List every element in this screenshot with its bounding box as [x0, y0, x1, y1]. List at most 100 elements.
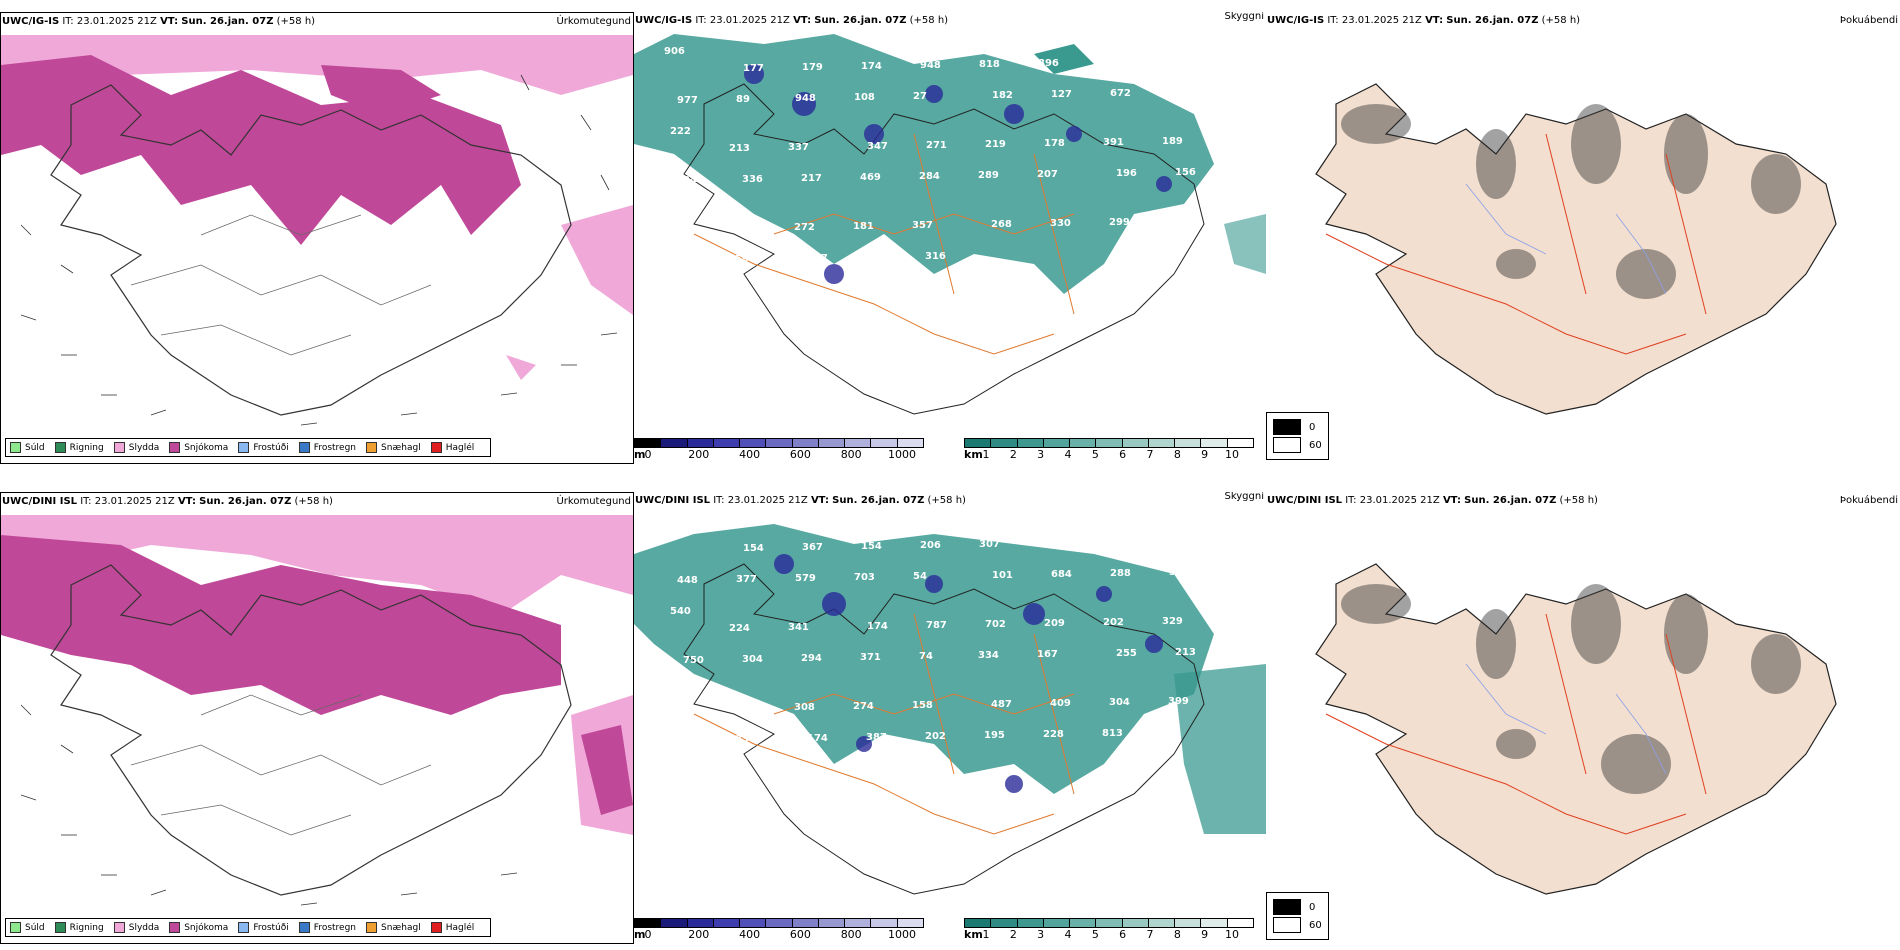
colorbar-segment — [740, 918, 767, 928]
cloudbase-patches — [774, 554, 1163, 793]
colorbar-segment — [1148, 438, 1176, 448]
sleet-area — [1, 515, 633, 615]
panel-header: UWC/IG-IS IT: 23.01.2025 21Z VT: Sun. 26… — [1267, 15, 1581, 26]
visibility-value-label: 294 — [801, 653, 822, 664]
visibility-value-label: 174 — [807, 733, 828, 744]
land-fill — [1315, 83, 1837, 415]
colorbar-tick: 200 — [688, 448, 710, 461]
colorbar-tick: 8 — [1173, 928, 1181, 941]
roads — [1325, 613, 1707, 835]
colorbar-tick: 1 — [982, 448, 990, 461]
panel-title-precip: Úrkomutegund — [556, 16, 631, 27]
colorbar-tick: 6 — [1119, 448, 1127, 461]
panel-title-visibility: Skyggni — [1224, 492, 1264, 502]
legend-item: Frostregn — [298, 442, 356, 453]
colorbar-tick: 1000 — [888, 928, 916, 941]
visibility-value-label: 352 — [1176, 536, 1197, 547]
visibility-value-label: 202 — [1103, 617, 1124, 628]
visibility-value-label: 520 — [1117, 537, 1138, 548]
legend-item: Súld — [10, 442, 45, 453]
colorbar-tick: 10 — [1225, 448, 1239, 461]
colorbar-segment — [897, 918, 924, 928]
visibility-value-label: 156 — [1175, 167, 1196, 178]
low-visibility-area — [634, 524, 1214, 794]
visibility-value-label: 579 — [795, 573, 816, 584]
visibility-value-label: 300 — [669, 255, 690, 266]
visibility-value-label: 328 — [866, 252, 887, 263]
legend-item: Snæhagl — [366, 442, 421, 453]
fog-panel-row2: UWC/DINI ISL IT: 23.01.2025 21Z VT: Sun.… — [1266, 492, 1900, 944]
colorbar-tick: 9 — [1201, 928, 1209, 941]
roads — [693, 613, 1075, 835]
visibility-value-label: 304 — [1109, 697, 1130, 708]
visibility-value-label: 288 — [1110, 568, 1131, 579]
visibility-value-label: 316 — [925, 251, 946, 262]
fog-map — [1315, 83, 1837, 415]
visibility-value-label: 159 — [728, 254, 749, 265]
precip-legend: Súld Rigning Slydda Snjókoma Frostúði Fr… — [5, 918, 492, 937]
legend-item: Snjókoma — [169, 442, 228, 453]
visibility-value-label: 315 — [735, 703, 756, 714]
visibility-value-label: 341 — [788, 622, 809, 633]
panel-title-visibility: Skyggni — [1224, 12, 1264, 22]
roads — [130, 694, 432, 836]
precip-legend: Súld Rigning Slydda Snjókoma Frostúði Fr… — [5, 438, 492, 457]
panel-title-fog: Þokuábendi — [1839, 495, 1898, 506]
low-visibility-area — [1224, 214, 1266, 274]
colorbar-unit: m — [634, 448, 646, 461]
colorbar-segment — [964, 438, 992, 448]
visibility-labels: 916 154 367 154 206 307 869 520 352 448 377 579 703 5… — [664, 526, 1197, 746]
colorbar-tick: 800 — [840, 928, 862, 941]
fog-shading — [1341, 104, 1801, 299]
visibility-value-label: 207 — [1037, 169, 1058, 180]
colorbar-segment — [1175, 438, 1202, 448]
iceland-outline — [50, 84, 572, 416]
visibility-value-label: 299 — [1109, 217, 1130, 228]
visibility-value-label: 307 — [979, 539, 1000, 550]
colorbar-segment — [871, 918, 898, 928]
visibility-value-label: 330 — [1050, 218, 1071, 229]
visibility-value-label: 329 — [1162, 616, 1183, 627]
colorbar-segment — [1043, 438, 1071, 448]
visibility-value-label: 196 — [1116, 168, 1137, 179]
colorbar-segment — [1070, 438, 1097, 448]
precip-panel-row1: UWC/IG-IS IT: 23.01.2025 21Z VT: Sun. 26… — [0, 12, 634, 464]
visibility-value-label: 183 — [728, 734, 749, 745]
visibility-value-label: 896 — [1038, 58, 1059, 69]
visibility-map: 916 154 367 154 206 307 869 520 352 448 377 579 703 5… — [634, 524, 1266, 895]
colorbar-segment — [634, 438, 662, 448]
visibility-labels: 906 177 179 174 948 818 896 187 957 977 89 948 108 27… — [664, 46, 1197, 266]
visibility-value-label: 684 — [1051, 569, 1072, 580]
low-visibility-area — [1174, 664, 1266, 834]
visibility-value-label: 540 — [670, 606, 691, 617]
visibility-value-label: 209 — [1044, 618, 1065, 629]
visibility-value-label: 107 — [807, 253, 828, 264]
colorbar-tick: 3 — [1037, 448, 1045, 461]
colorbar-segment — [766, 918, 793, 928]
colorbar-segment — [1201, 438, 1228, 448]
visibility-value-label: 228 — [1043, 729, 1064, 740]
visibility-value-label: 217 — [801, 173, 822, 184]
colorbar-segment — [687, 918, 714, 928]
visibility-value-label: 206 — [920, 540, 941, 551]
colorbar-tick: 0 — [644, 448, 652, 461]
precip-map — [1, 35, 633, 426]
legend-item: 0 — [1273, 899, 1322, 915]
visibility-value-label: 158 — [912, 700, 933, 711]
visibility-value-label: 448 — [677, 575, 698, 586]
colorbar-segment — [818, 438, 846, 448]
visibility-value-label: 487 — [991, 699, 1012, 710]
colorbar-tick: 3 — [1037, 928, 1045, 941]
colorbar-tick: 9 — [1201, 448, 1209, 461]
visibility-value-label: 89 — [736, 94, 750, 105]
visibility-value-label: 195 — [984, 730, 1005, 741]
visibility-value-label: 289 — [978, 170, 999, 181]
land-fill — [1315, 563, 1837, 895]
visibility-value-label: 787 — [926, 620, 947, 631]
legend-item: Rigning — [54, 922, 104, 933]
snow-area — [581, 725, 633, 815]
colorbar-segment — [1148, 918, 1176, 928]
colorbar-segment — [1096, 918, 1123, 928]
legend-item: Súld — [10, 922, 45, 933]
legend-item: Frostúði — [238, 442, 289, 453]
